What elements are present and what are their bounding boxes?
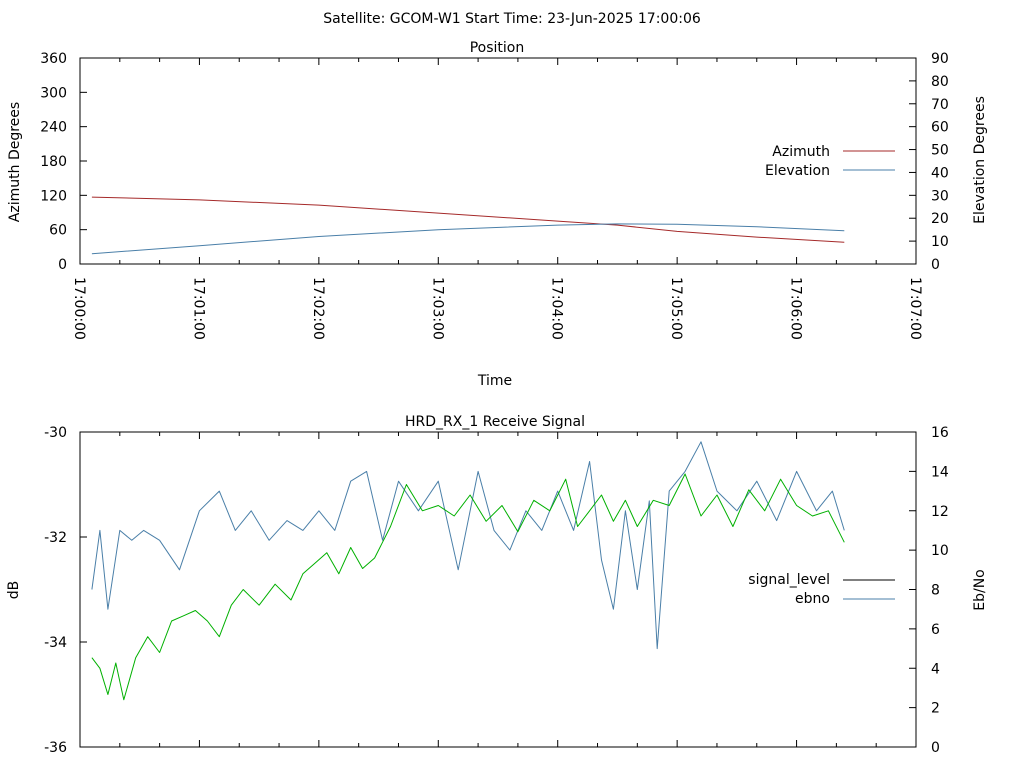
y-tick-label: 240 bbox=[40, 120, 67, 136]
y-tick-label: 60 bbox=[49, 223, 67, 239]
x-tick-label: 17:03:00 bbox=[429, 277, 445, 340]
page-title: Satellite: GCOM-W1 Start Time: 23-Jun-20… bbox=[323, 11, 701, 27]
position-chart: Position 17:00:00 17:01:00 17:02:00 17:03:0… bbox=[7, 40, 988, 389]
legend-label-azimuth: Azimuth bbox=[772, 144, 830, 160]
y2-tick-label: 16 bbox=[931, 425, 949, 441]
x-tick-label: 17:00:00 bbox=[71, 277, 87, 340]
position-x-axis-label: Time bbox=[477, 373, 512, 389]
series-line-ebno bbox=[91, 441, 845, 650]
y2-tick-label: 70 bbox=[931, 97, 949, 113]
y-tick-label: 360 bbox=[40, 51, 67, 67]
y2-tick-label: 50 bbox=[931, 143, 949, 159]
y2-tick-label: 10 bbox=[931, 234, 949, 250]
series-line-azimuth bbox=[91, 196, 845, 243]
signal-y2-axis-label: Eb/No bbox=[972, 569, 988, 611]
y2-tick-label: 60 bbox=[931, 120, 949, 136]
signal-y2-ticks: 0 2 4 6 8 10 12 14 16 bbox=[909, 425, 949, 756]
x-tick-label: 17:01:00 bbox=[190, 277, 206, 340]
y2-tick-label: 40 bbox=[931, 165, 949, 181]
y2-tick-label: 0 bbox=[931, 257, 940, 273]
signal-plot-frame bbox=[79, 431, 917, 748]
signal-x-ticks bbox=[79, 432, 917, 747]
position-legend: Azimuth Elevation bbox=[765, 144, 895, 179]
y-tick-label: -34 bbox=[44, 635, 67, 651]
y2-tick-label: 80 bbox=[931, 74, 949, 90]
y-tick-label: -36 bbox=[44, 740, 67, 756]
y-tick-label: 0 bbox=[58, 257, 67, 273]
signal-series bbox=[91, 441, 845, 701]
x-tick-label: 17:07:00 bbox=[907, 277, 923, 340]
y2-tick-label: 4 bbox=[931, 661, 940, 677]
position-y2-ticks: 0 10 20 30 40 50 60 70 80 90 bbox=[909, 51, 949, 273]
series-line-elevation bbox=[91, 223, 845, 255]
signal-y-ticks: -36 -34 -32 -30 bbox=[44, 425, 87, 756]
signal-y-axis-label: dB bbox=[6, 581, 22, 600]
position-y-axis-label: Azimuth Degrees bbox=[7, 102, 23, 222]
y-tick-label: 300 bbox=[40, 85, 67, 101]
legend-label-signal-level: signal_level bbox=[748, 572, 830, 588]
x-tick-label: 17:06:00 bbox=[788, 277, 804, 340]
position-chart-title: Position bbox=[470, 40, 525, 56]
y2-tick-label: 2 bbox=[931, 701, 940, 717]
legend-label-elevation: Elevation bbox=[765, 163, 830, 179]
series-line-signal-level bbox=[91, 473, 845, 701]
y-tick-label: -32 bbox=[44, 530, 67, 546]
signal-legend: signal_level ebno bbox=[748, 572, 895, 607]
y2-tick-label: 6 bbox=[931, 622, 940, 638]
y-tick-label: 180 bbox=[40, 154, 67, 170]
y-tick-label: -30 bbox=[44, 425, 67, 441]
x-tick-label: 17:02:00 bbox=[310, 277, 326, 340]
y-tick-label: 120 bbox=[40, 188, 67, 204]
y2-tick-label: 0 bbox=[931, 740, 940, 756]
y2-tick-label: 12 bbox=[931, 504, 949, 520]
y2-tick-label: 20 bbox=[931, 211, 949, 227]
y2-tick-label: 14 bbox=[931, 464, 949, 480]
position-x-ticks: 17:00:00 17:01:00 17:02:00 17:03:00 17:04:00… bbox=[71, 58, 923, 340]
position-y-ticks: 0 60 120 180 240 300 360 bbox=[40, 51, 87, 273]
legend-label-ebno: ebno bbox=[795, 591, 830, 607]
position-plot-frame bbox=[79, 57, 917, 265]
position-y2-axis-label: Elevation Degrees bbox=[972, 96, 988, 224]
y2-tick-label: 10 bbox=[931, 543, 949, 559]
position-series bbox=[91, 196, 845, 255]
x-tick-label: 17:04:00 bbox=[549, 277, 565, 340]
y2-tick-label: 30 bbox=[931, 188, 949, 204]
signal-chart-title: HRD_RX_1 Receive Signal bbox=[405, 414, 585, 430]
signal-chart: HRD_RX_1 Receive Signal -36 -34 -32 -30 0 2 4… bbox=[6, 414, 988, 756]
y2-tick-label: 90 bbox=[931, 51, 949, 67]
y2-tick-label: 8 bbox=[931, 583, 940, 599]
x-tick-label: 17:05:00 bbox=[668, 277, 684, 340]
